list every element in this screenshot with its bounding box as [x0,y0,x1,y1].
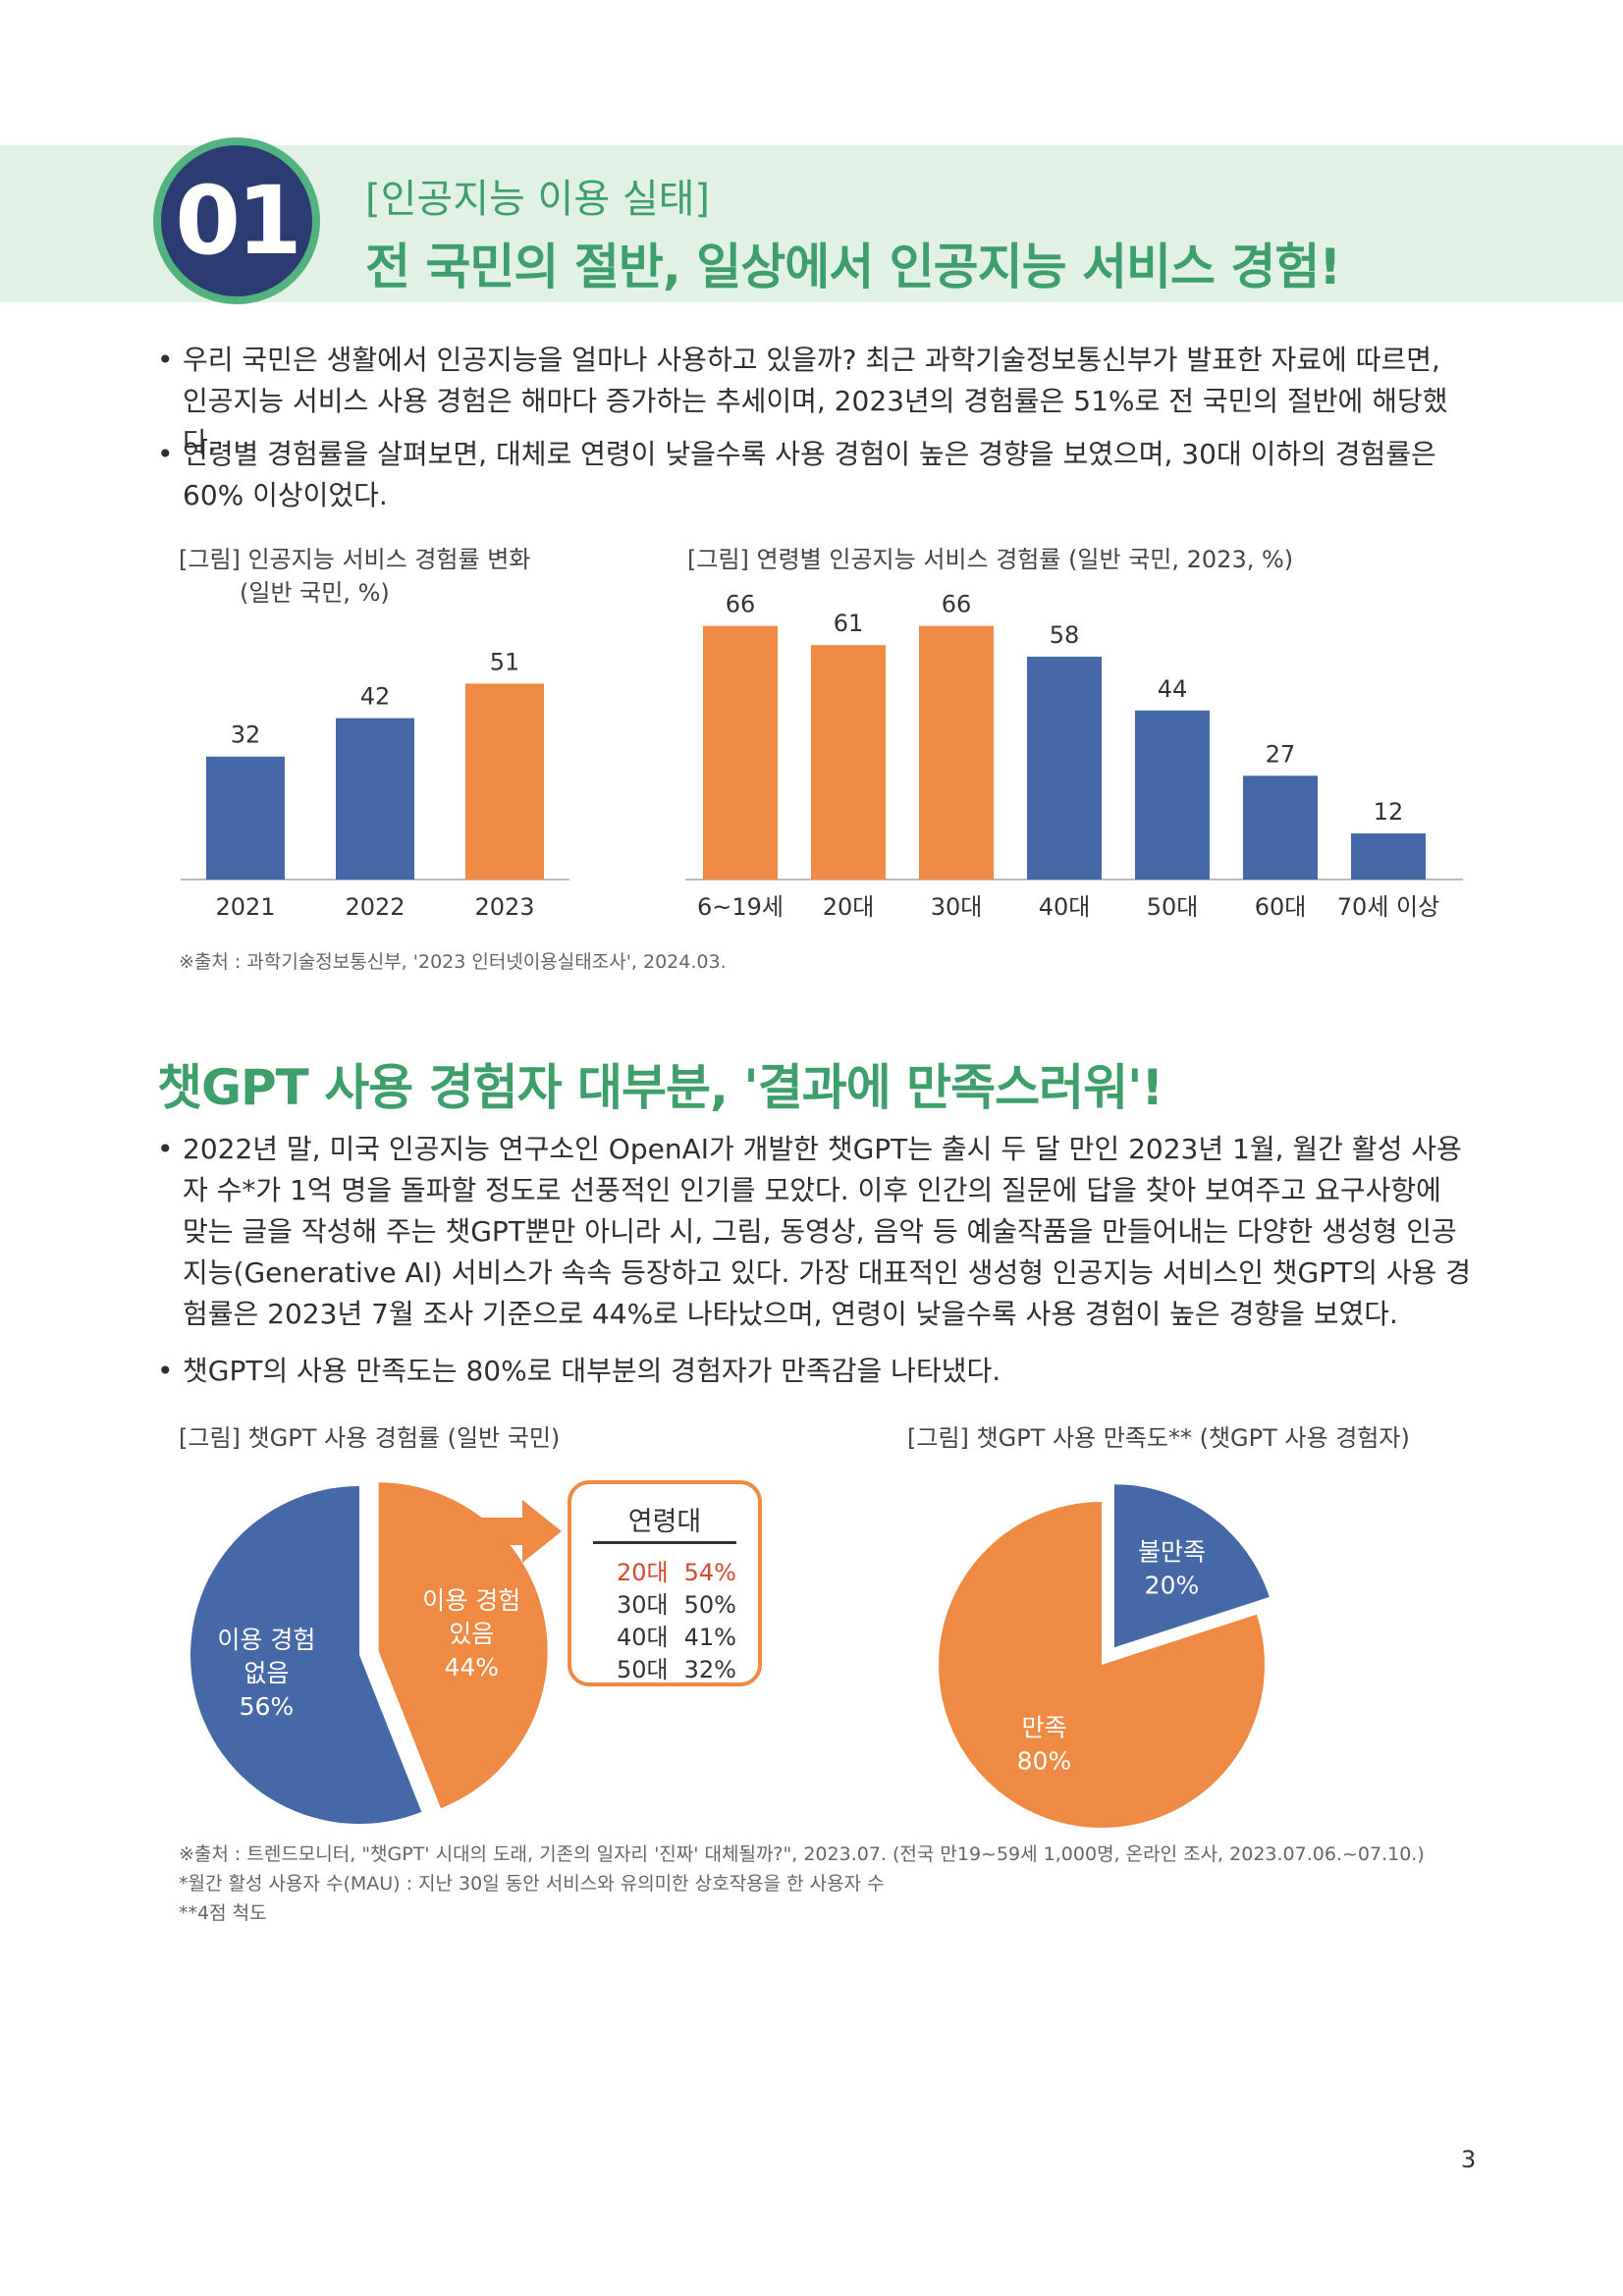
bar [703,625,778,880]
tick-label: 40대 [1039,893,1091,921]
bullet-text: 우리 국민은 생활에서 인공지능을 얼마나 사용하고 있을까? 최근 과학기술정… [183,344,1448,458]
data-label: 66 [726,591,756,618]
tick-label: 6~19세 [697,893,784,921]
chatgpt-satisfaction-pie: 불만족 20% 만족 80% [939,1484,1270,1828]
bar [919,625,994,880]
slice-label: 불만족 [1138,1538,1206,1567]
age-row: 20대 54% [617,1553,736,1587]
bullet-text: 2022년 말, 미국 인공지능 연구소인 OpenAI가 개발한 챗GPT는 … [183,1133,1472,1330]
section-category: [인공지능 이용 실태] [365,177,711,222]
section-number-badge: 01 [153,137,320,304]
bar [1027,656,1102,880]
data-label: 61 [834,610,864,637]
tick-label: 2022 [345,893,405,921]
age-box-title: 연령대 [627,1507,702,1537]
chart-caption-sub: (일반 국민, %) [240,579,390,607]
slice-label: 만족 [1021,1714,1066,1742]
tick-label: 60대 [1255,893,1307,921]
tick-label: 70세 이상 [1337,893,1439,921]
bullet-item: • 우리 국민은 생활에서 인공지능을 얼마나 사용하고 있을까? 최근 과학기… [157,340,1473,463]
slice-label: 44% [444,1653,499,1682]
data-label: 66 [942,591,972,618]
age-label: 20대 [617,1559,669,1586]
age-label: 50대 [617,1656,669,1683]
section-subtitle: 챗GPT 사용 경험자 대부분, '결과에 만족스러워'! [157,1059,1163,1116]
chart-caption: [그림] 챗GPT 사용 만족도** (챗GPT 사용 경험자) [907,1424,1410,1452]
bar [1351,833,1426,880]
slice-label: 20% [1145,1572,1200,1600]
age-row: 40대 41% [617,1618,736,1652]
bar [1243,775,1318,880]
bullet-item: • 챗GPT의 사용 만족도는 80%로 대부분의 경험자가 만족감을 나타냈다… [157,1351,1473,1392]
age-label: 30대 [617,1591,669,1619]
data-label: 12 [1374,798,1404,826]
slice-label: 56% [240,1692,295,1721]
bullet-item: • 2022년 말, 미국 인공지능 연구소인 OpenAI가 개발한 챗GPT… [157,1129,1473,1335]
page-number: 3 [1461,2146,1477,2173]
tick-label: 2021 [215,893,275,921]
tick-label: 20대 [823,893,875,921]
chart-caption: [그림] 인공지능 서비스 경험률 변화 [179,546,531,573]
age-row: 30대 50% [617,1585,736,1620]
data-label: 27 [1266,740,1296,768]
age-value: 32% [683,1656,736,1683]
chart-caption: [그림] 연령별 인공지능 서비스 경험률 (일반 국민, 2023, %) [687,546,1294,573]
tick-label: 30대 [931,893,983,921]
bullet-text: 연령별 경험률을 살펴보면, 대체로 연령이 낮을수록 사용 경험이 높은 경향… [183,438,1436,511]
section-title: 전 국민의 절반, 일상에서 인공지능 서비스 경험! [365,239,1341,295]
bullet-text: 챗GPT의 사용 만족도는 80%로 대부분의 경험자가 만족감을 나타냈다. [183,1355,1001,1387]
bar [1135,710,1210,880]
footnote: ※출처 : 트렌드모니터, "챗GPT' 시대의 도래, 기존의 일자리 '진짜… [179,1843,1425,1865]
age-breakdown-box: 연령대 20대 54% 30대 50% 40대 41% 50대 32% [568,1480,762,1686]
age-row: 50대 32% [617,1650,736,1684]
footnote: *월간 활성 사용자 수(MAU) : 지난 30일 동안 서비스와 유의미한 … [179,1873,885,1895]
data-label: 32 [231,721,261,749]
bar [811,645,886,880]
callout-arrow [477,1500,562,1563]
bullet-dot: • [157,438,174,470]
divider [593,1541,736,1544]
bullet-dot: • [157,1133,174,1165]
pie-slice [939,1502,1265,1828]
age-value: 50% [683,1591,736,1619]
slice-label: 80% [1017,1747,1072,1776]
bar [206,756,285,880]
tick-label: 2023 [474,893,534,921]
age-bar-chart: 66 6~19세 61 20대 66 30대 58 40대 44 50대 27 60대 12 70세 이상 [685,591,1463,921]
data-label: 58 [1050,621,1080,649]
bullet-dot: • [157,344,174,376]
data-label: 51 [490,648,520,675]
yearly-bar-chart: 32 2021 42 2022 51 2023 [181,648,569,921]
source-note: ※출처 : 과학기술정보통신부, '2023 인터넷이용실태조사', 2024.… [179,951,727,973]
pie-slice [1113,1484,1270,1648]
data-label: 44 [1158,675,1188,703]
slice-label: 이용 경험 [217,1626,315,1654]
section-number: 01 [175,166,302,276]
slice-label: 이용 경험 [422,1586,520,1615]
bar [465,683,544,880]
bullet-dot: • [157,1355,174,1387]
pie-slice [378,1482,548,1809]
bullet-item: • 연령별 경험률을 살펴보면, 대체로 연령이 낮을수록 사용 경험이 높은 … [157,434,1473,516]
bar [336,718,414,880]
age-label: 40대 [617,1624,669,1651]
pie-slice [189,1486,422,1824]
slice-label: 있음 [449,1620,494,1648]
age-value: 41% [683,1624,736,1651]
tick-label: 50대 [1147,893,1199,921]
data-label: 42 [360,683,391,711]
slice-label: 없음 [243,1659,289,1687]
age-value: 54% [683,1559,736,1586]
chart-caption: [그림] 챗GPT 사용 경험률 (일반 국민) [179,1424,561,1452]
footnote: **4점 척도 [179,1902,267,1924]
